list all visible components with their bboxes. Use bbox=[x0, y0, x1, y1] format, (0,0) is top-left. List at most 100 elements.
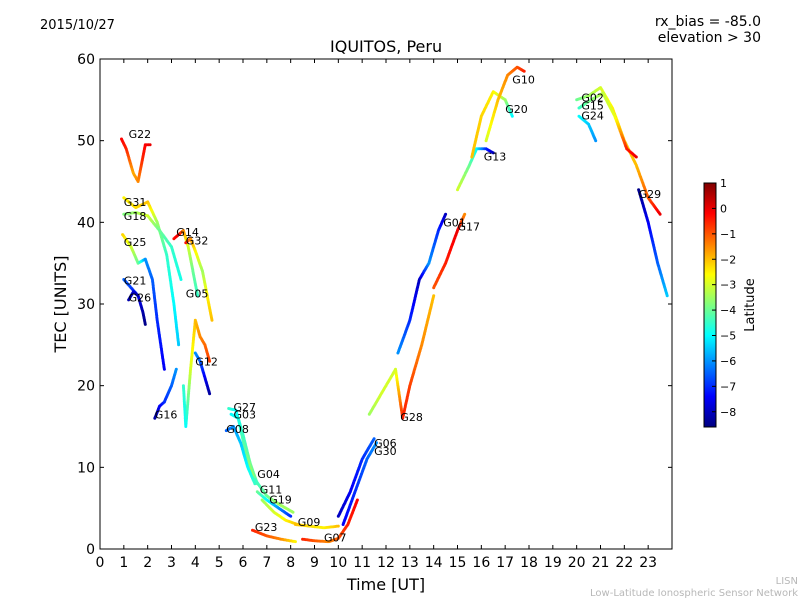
x-tick-label: 10 bbox=[329, 555, 347, 571]
satellite-label-g11: G11 bbox=[260, 484, 283, 497]
series-g28 bbox=[367, 294, 436, 420]
series-g24 bbox=[577, 114, 598, 143]
x-tick-label: 8 bbox=[286, 555, 295, 571]
data-point bbox=[355, 498, 359, 502]
chart-title: IQUITOS, Peru bbox=[330, 37, 443, 56]
date-label: 2015/10/27 bbox=[40, 18, 115, 33]
colorbar-tick-label: 0 bbox=[720, 202, 727, 215]
satellite-label-g06: G06 bbox=[374, 437, 397, 450]
x-tick-label: 9 bbox=[310, 555, 319, 571]
data-point bbox=[491, 151, 495, 155]
data-point bbox=[210, 318, 214, 322]
data-point bbox=[522, 69, 526, 73]
satellite-label-g08: G08 bbox=[226, 423, 249, 436]
series-g25 bbox=[121, 233, 166, 371]
x-tick-label: 17 bbox=[496, 555, 514, 571]
colorbar-tick-label: −1 bbox=[720, 228, 736, 241]
satellite-label-g26: G26 bbox=[129, 292, 152, 305]
series-g30 bbox=[341, 441, 378, 526]
y-tick-label: 10 bbox=[77, 460, 95, 476]
elevation-label: elevation > 30 bbox=[657, 30, 761, 46]
series-g16 bbox=[153, 367, 178, 420]
series-g09 bbox=[293, 523, 340, 530]
data-point bbox=[336, 524, 340, 528]
series-g10 bbox=[484, 65, 526, 143]
series-g26 bbox=[127, 290, 140, 302]
series-g03 bbox=[229, 412, 254, 477]
x-tick-label: 0 bbox=[96, 555, 105, 571]
x-tick-label: 19 bbox=[544, 555, 562, 571]
x-tick-label: 2 bbox=[143, 555, 152, 571]
series-g01 bbox=[396, 212, 448, 355]
footer-network: Low-Latitude Ionospheric Sensor Network bbox=[590, 588, 798, 599]
x-tick-label: 3 bbox=[167, 555, 176, 571]
colorbar-ticks: 1 0 −1 −2 −3 −4 −5 −6 −7 −8 bbox=[712, 177, 736, 419]
series-g13 bbox=[456, 147, 495, 192]
x-tick-label: 22 bbox=[615, 555, 633, 571]
y-tick-label: 50 bbox=[77, 134, 95, 150]
satellite-label-g28: G28 bbox=[400, 411, 423, 424]
satellite-label-g13: G13 bbox=[484, 150, 507, 163]
x-tick-label: 13 bbox=[401, 555, 419, 571]
satellite-label-g20: G20 bbox=[505, 103, 528, 116]
series-g29 bbox=[637, 188, 669, 298]
colorbar-tick-label: −2 bbox=[720, 253, 736, 266]
satellite-label-g24: G24 bbox=[581, 109, 604, 122]
x-tick-label: 18 bbox=[520, 555, 538, 571]
colorbar-tick-label: −5 bbox=[720, 330, 736, 343]
x-tick-label: 23 bbox=[639, 555, 657, 571]
data-point bbox=[196, 294, 200, 298]
satellite-label-g03: G03 bbox=[234, 408, 257, 421]
series-g23 bbox=[251, 528, 297, 544]
plot-frame bbox=[99, 58, 673, 550]
satellite-label-g32: G32 bbox=[186, 234, 209, 247]
x-axis-label: Time [UT] bbox=[346, 575, 425, 594]
satellite-label-g10: G10 bbox=[512, 74, 535, 87]
satellite-label-g02: G02 bbox=[581, 92, 604, 105]
x-tick-label: 7 bbox=[262, 555, 271, 571]
data-point bbox=[179, 278, 183, 281]
colorbar-tick-label: −6 bbox=[720, 355, 736, 368]
y-tick-label: 60 bbox=[77, 52, 95, 68]
satellite-label-g27: G27 bbox=[234, 401, 257, 414]
satellite-label-g30: G30 bbox=[374, 445, 397, 458]
data-point bbox=[372, 437, 376, 441]
x-tick-label: 16 bbox=[472, 555, 490, 571]
data-point bbox=[148, 143, 152, 147]
y-axis-label: TEC [UNITS] bbox=[51, 256, 70, 354]
footer-code: LISN bbox=[775, 576, 798, 587]
satellite-label-g29: G29 bbox=[639, 188, 662, 201]
series-g04 bbox=[253, 478, 295, 514]
colorbar-tick-label: −4 bbox=[720, 304, 736, 317]
satellite-label-g09: G09 bbox=[298, 516, 321, 529]
colorbar-tick-label: −8 bbox=[720, 406, 736, 419]
series-g07 bbox=[301, 498, 359, 544]
data-point bbox=[208, 359, 212, 363]
data-point bbox=[174, 367, 178, 371]
data-point bbox=[665, 294, 669, 298]
series-g17 bbox=[432, 212, 467, 290]
data-point bbox=[432, 294, 436, 298]
satellite-label-g18: G18 bbox=[124, 210, 147, 223]
colorbar-tick-label: −3 bbox=[720, 279, 736, 292]
colorbar bbox=[703, 182, 717, 428]
data-point bbox=[208, 392, 212, 396]
series-g14 bbox=[172, 229, 200, 298]
x-tick-label: 20 bbox=[568, 555, 586, 571]
data-point bbox=[594, 139, 598, 143]
data-marks bbox=[120, 65, 669, 544]
x-tick-label: 6 bbox=[239, 555, 248, 571]
satellite-label-g04: G04 bbox=[257, 468, 280, 481]
y-tick-label: 30 bbox=[77, 297, 95, 313]
colorbar-tick-label: −7 bbox=[720, 380, 736, 393]
x-tick-label: 11 bbox=[353, 555, 371, 571]
series-g31 bbox=[122, 196, 181, 347]
y-tick-label: 20 bbox=[77, 379, 95, 395]
x-tick-label: 15 bbox=[449, 555, 467, 571]
satellite-label-g22: G22 bbox=[129, 128, 152, 141]
x-axis: 0 1 2 3 4 5 6 7 8 9 10 11 12 13 14 15 16 17 18 19 20 21 22 23 bbox=[96, 59, 657, 571]
series-g05 bbox=[181, 318, 212, 428]
series-g19 bbox=[260, 498, 300, 526]
